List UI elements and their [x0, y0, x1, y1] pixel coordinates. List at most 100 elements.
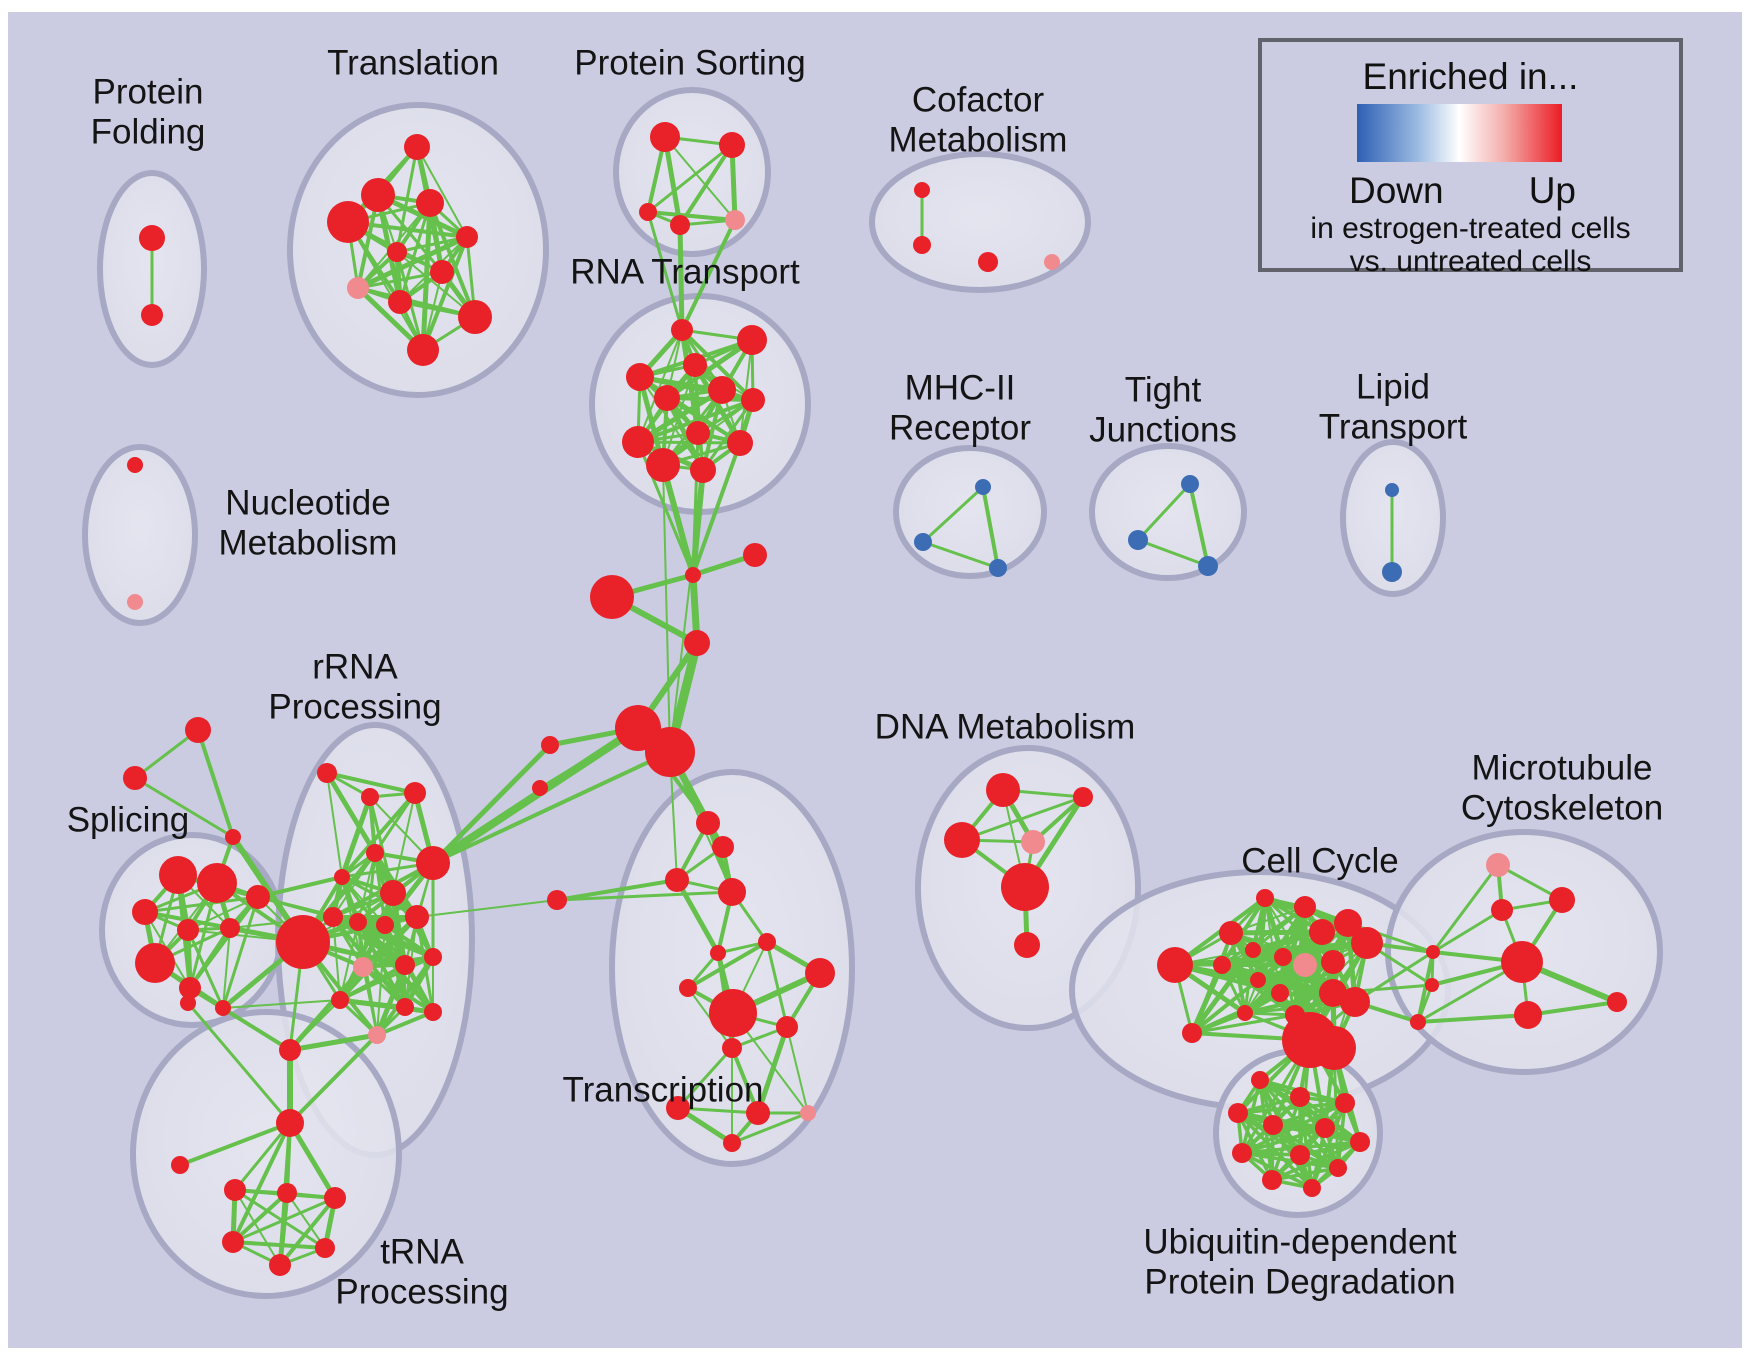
legend-down-label: Down — [1349, 170, 1444, 211]
network-node — [277, 1183, 297, 1203]
network-edge — [676, 1106, 760, 1115]
network-node — [276, 915, 330, 969]
network-node — [380, 880, 406, 906]
network-edge — [286, 1192, 326, 1249]
network-edge — [233, 1188, 327, 1250]
network-node — [179, 977, 201, 999]
network-edge — [1416, 1013, 1530, 1024]
network-edge — [326, 772, 343, 878]
network-node — [1198, 556, 1218, 576]
network-node — [424, 1003, 442, 1021]
network-node — [127, 594, 143, 610]
cluster-label-ubiquitin-degradation: Ubiquitin-dependent — [1143, 1223, 1457, 1262]
cluster-ellipse-cofactor-metabolism — [869, 151, 1091, 293]
network-node — [215, 1000, 231, 1016]
network-node — [944, 822, 980, 858]
legend-box: Enriched in... Down Up in estrogen-treat… — [1258, 38, 1683, 278]
network-node — [665, 868, 689, 892]
network-node — [279, 1039, 301, 1061]
network-node — [396, 998, 414, 1016]
network-node — [670, 215, 690, 235]
network-edge — [395, 235, 469, 254]
network-edge — [1190, 1013, 1297, 1035]
network-node — [1312, 1026, 1356, 1070]
network-node — [1181, 475, 1199, 493]
network-edge — [981, 485, 1000, 570]
network-node — [683, 353, 707, 377]
network-node — [708, 376, 736, 404]
network-edge — [143, 895, 260, 914]
network-edge — [361, 965, 435, 1014]
network-node — [353, 957, 373, 977]
network-edge — [287, 1032, 380, 1053]
network-edge — [755, 1024, 790, 1116]
network-node — [424, 948, 442, 966]
cluster-label-lipid-transport: Lipid — [1356, 368, 1430, 407]
cluster-label-trna-processing: Processing — [335, 1273, 508, 1312]
network-edge — [921, 540, 1000, 570]
network-edge — [374, 962, 408, 1038]
network-node — [758, 933, 776, 951]
network-node — [1245, 942, 1261, 958]
network-node — [123, 766, 147, 790]
network-edge — [402, 954, 436, 1010]
network-node — [666, 1096, 690, 1120]
network-edge — [430, 742, 553, 866]
network-node — [1294, 896, 1316, 918]
network-node — [224, 1179, 246, 1201]
network-node — [547, 890, 567, 910]
cluster-label-microtubule-cytoskeleton: Cytoskeleton — [1461, 789, 1663, 828]
cluster-label-tight-junctions: Tight — [1125, 371, 1202, 410]
network-node — [135, 943, 175, 983]
network-edge — [1136, 538, 1210, 568]
network-node — [1001, 863, 1049, 911]
network-node — [1219, 921, 1243, 945]
network-node — [185, 717, 211, 743]
network-node — [127, 457, 143, 473]
network-edge — [1243, 991, 1335, 1015]
network-edge — [338, 955, 435, 1002]
network-edge — [421, 235, 469, 352]
network-node — [710, 945, 726, 961]
network-edge — [730, 1111, 810, 1145]
network-edge — [1270, 1166, 1340, 1182]
network-node — [1014, 932, 1040, 958]
network-node — [741, 388, 765, 412]
cluster-label-tight-junctions: Junctions — [1089, 411, 1237, 450]
network-node — [139, 225, 165, 251]
network-edge — [1431, 908, 1504, 954]
network-node — [388, 290, 412, 314]
network-node — [626, 363, 654, 391]
network-node — [805, 958, 835, 988]
network-node — [458, 300, 492, 334]
network-edge — [392, 792, 416, 894]
network-node — [1228, 1103, 1248, 1123]
network-node — [1073, 787, 1093, 807]
network-edge — [691, 441, 742, 577]
network-node — [679, 979, 697, 997]
network-node — [914, 533, 932, 551]
network-node — [590, 575, 634, 619]
network-node — [1250, 972, 1266, 988]
network-node — [317, 763, 337, 783]
network-edge — [686, 940, 769, 990]
network-node — [1293, 953, 1317, 977]
network-edge — [416, 146, 468, 238]
network-edge — [415, 915, 435, 1014]
network-node — [671, 319, 693, 341]
network-edge — [1230, 906, 1306, 934]
network-edge — [416, 899, 558, 918]
network-node — [1237, 1005, 1253, 1021]
cluster-label-trna-processing: tRNA — [380, 1233, 464, 1272]
network-node — [361, 788, 379, 806]
network-edge — [678, 143, 734, 227]
legend-title: Enriched in... — [1362, 56, 1579, 97]
network-edge — [664, 136, 736, 221]
network-node — [1340, 987, 1370, 1017]
network-node — [1334, 909, 1362, 937]
network-node — [1321, 950, 1345, 974]
network-edge — [356, 270, 444, 290]
network-node — [1309, 919, 1335, 945]
network-node — [177, 919, 199, 941]
